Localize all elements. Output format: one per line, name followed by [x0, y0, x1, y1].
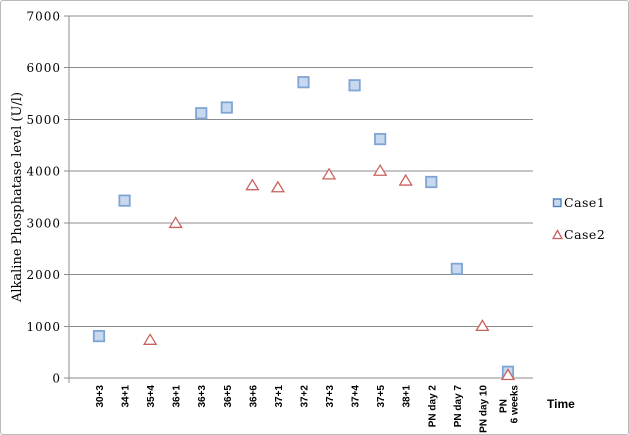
- y-tick-label: 1000: [26, 320, 61, 334]
- legend-item-case2: Case2: [552, 227, 605, 242]
- y-tick-label: 5000: [26, 113, 61, 127]
- x-tick-label: 36+5: [223, 385, 234, 408]
- y-tick-label: 0: [52, 372, 61, 386]
- x-tick-label: PN day 2: [427, 385, 438, 428]
- x-tick-label: 37+1: [274, 385, 285, 408]
- x-axis-title: Time: [547, 397, 575, 411]
- data-point-case2-triangle: [168, 216, 183, 229]
- x-tick-label: 36+1: [172, 385, 183, 408]
- data-point-case2-triangle: [373, 163, 388, 176]
- x-tick-label: PN: [498, 399, 509, 413]
- x-tick-label: 37+4: [351, 385, 362, 408]
- data-point-case2-triangle: [270, 180, 286, 193]
- data-point-case1-square: [297, 76, 310, 89]
- legend-item-case1: Case1: [552, 195, 605, 210]
- x-tick-label: 34+1: [121, 385, 132, 408]
- y-tick-label: 6000: [26, 61, 61, 75]
- legend-case2-triangle-icon: [552, 229, 563, 240]
- data-point-case1-square: [348, 79, 361, 92]
- x-tick-label: 38+1: [402, 385, 413, 408]
- y-axis-title: Alkaline Phosphatase level (U/l): [10, 91, 25, 303]
- x-tick-label: PN day 7: [453, 385, 464, 428]
- data-point-case2-triangle: [475, 319, 490, 332]
- legend: Case1 Case2: [552, 195, 605, 242]
- data-point-case2-triangle: [398, 173, 413, 186]
- data-point-case1-square: [118, 194, 131, 207]
- data-point-case1-square: [195, 107, 208, 120]
- x-tick-label: PN day 10: [478, 385, 489, 433]
- data-point-case2-triangle: [321, 167, 337, 180]
- data-point-case1-square: [425, 175, 438, 189]
- legend-case1-label: Case1: [564, 195, 606, 210]
- x-tick-label: 37+5: [376, 385, 387, 408]
- x-tick-label: 30+3: [95, 385, 106, 408]
- x-tick-label: 36+6: [248, 385, 259, 408]
- data-point-case2-triangle: [500, 368, 516, 381]
- data-point-case1-square: [92, 330, 106, 343]
- x-tick-label: 36+3: [197, 385, 208, 408]
- y-tick-label: 4000: [26, 165, 61, 179]
- x-tick-label: 6 weeks: [509, 385, 520, 424]
- x-tick-label: 37+3: [325, 385, 336, 408]
- x-tick-label: 35+4: [146, 385, 157, 408]
- legend-case1-square-icon: [552, 198, 562, 208]
- y-tick-label: 7000: [26, 10, 61, 24]
- data-point-case1-square: [220, 101, 233, 114]
- y-tick-label: 3000: [26, 216, 61, 230]
- data-point-case2-triangle: [245, 178, 260, 191]
- legend-case2-label: Case2: [564, 227, 606, 242]
- data-point-case1-square: [450, 262, 463, 275]
- data-point-case1-square: [374, 132, 387, 146]
- data-point-case2-triangle: [142, 333, 158, 345]
- x-tick-label: 37+2: [299, 385, 310, 408]
- y-tick-label: 2000: [26, 268, 61, 282]
